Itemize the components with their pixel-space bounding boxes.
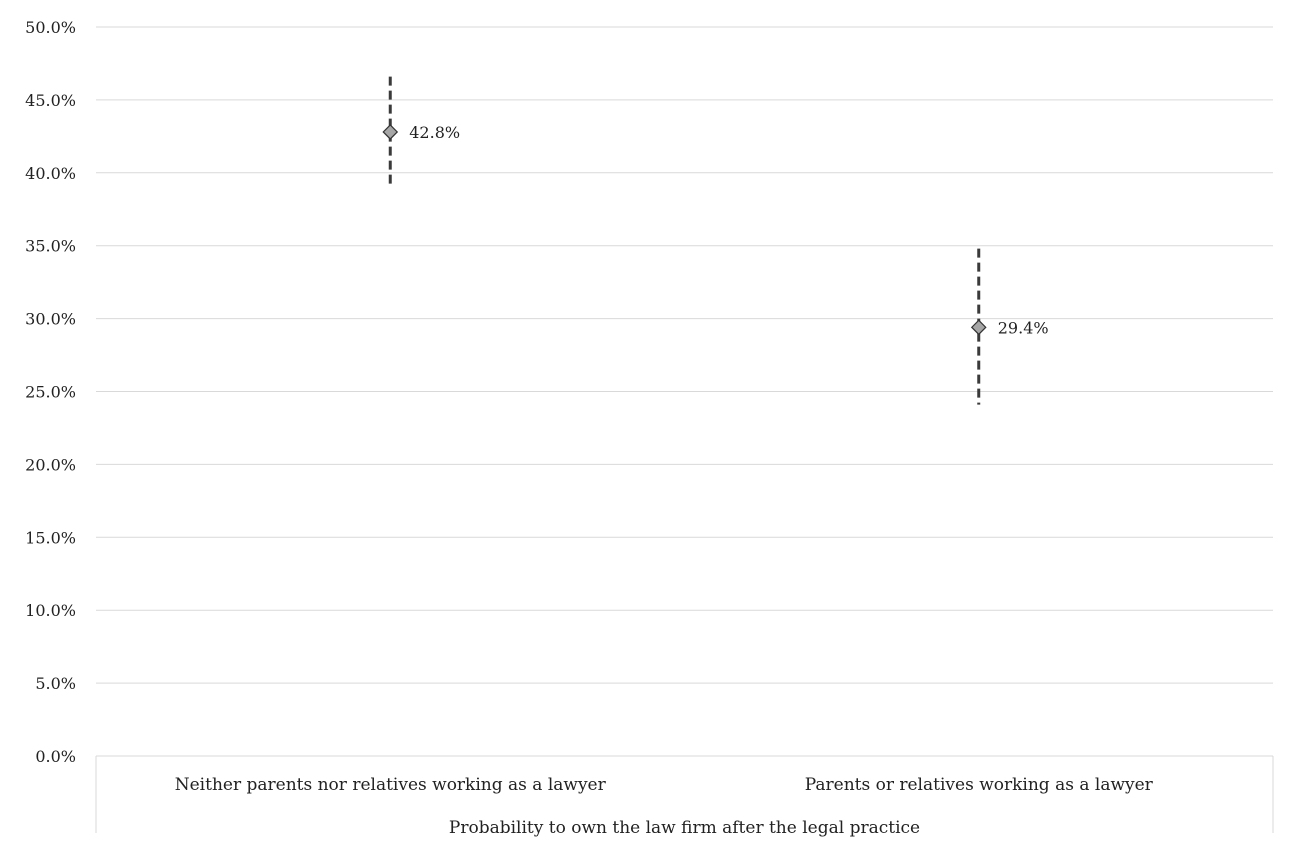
- y-tick-label: 20.0%: [25, 455, 76, 474]
- y-tick-label: 40.0%: [25, 164, 76, 183]
- category-label: Parents or relatives working as a lawyer: [805, 775, 1154, 795]
- grid-lines: [96, 26, 1273, 684]
- y-tick-label: 50.0%: [25, 18, 76, 37]
- data-point-marker: [970, 319, 987, 336]
- category-labels: Neither parents nor relatives working as…: [175, 775, 1154, 795]
- y-axis-tick-labels: 0.0% 5.0% 10.0% 15.0% 20.0% 25.0% 30.0% 35.0% 40…: [25, 18, 76, 766]
- data-label: 29.4%: [998, 318, 1049, 337]
- y-tick-label: 45.0%: [25, 91, 76, 110]
- x-axis-title: Probability to own the law firm after th…: [449, 818, 920, 838]
- y-tick-label: 25.0%: [25, 383, 76, 402]
- y-tick-label: 5.0%: [35, 674, 76, 693]
- data-point-marker: [382, 124, 399, 140]
- category-label: Neither parents nor relatives working as…: [175, 775, 607, 795]
- y-tick-label: 30.0%: [25, 310, 76, 329]
- y-tick-label: 0.0%: [35, 747, 76, 766]
- y-tick-label: 35.0%: [25, 237, 76, 256]
- category-axis-frame: [95, 755, 1274, 833]
- y-tick-label: 10.0%: [25, 601, 76, 620]
- y-tick-label: 15.0%: [25, 528, 76, 547]
- data-series: 42.8% 29.4%: [382, 76, 1049, 405]
- data-label: 42.8%: [409, 123, 460, 142]
